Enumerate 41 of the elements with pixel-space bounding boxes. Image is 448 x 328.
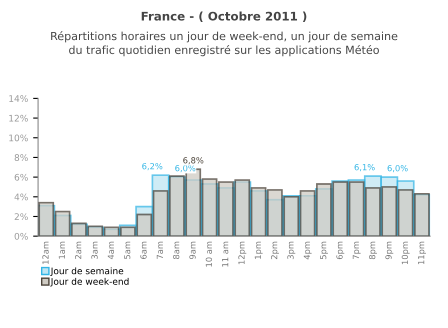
y-tick-label: 2% [14, 213, 28, 220]
legend-label: Jour de week-end [50, 278, 129, 287]
x-tick-label: 4am [108, 242, 114, 260]
data-label: 6,8% [183, 157, 204, 164]
x-tick-label: 10 am [206, 242, 212, 267]
y-tick-label: 14% [9, 95, 28, 102]
x-tick-label: 1am [58, 242, 65, 259]
x-tick-label: 9am [189, 242, 196, 260]
x-tick-label: 1pm [254, 242, 263, 259]
x-tick-label: 8pm [369, 242, 377, 260]
data-label: 6,1% [354, 164, 375, 172]
x-tick-label: 6pm [336, 242, 344, 260]
x-tick-label: 6am [140, 242, 147, 259]
y-tick-label: 10% [9, 134, 28, 142]
x-tick-label: 12am [42, 242, 49, 264]
data-label: 6,0% [388, 165, 408, 172]
data-label: 6,0% [175, 165, 196, 172]
x-tick-label: 11 am [222, 242, 228, 267]
x-tick-label: 7am [156, 242, 163, 259]
legend-label: Jour de semaine [50, 267, 124, 276]
y-tick-label: 6% [14, 174, 28, 181]
y-tick-label: 0% [14, 232, 28, 240]
y-tick-label: 12% [9, 114, 28, 122]
data-label: 6,2% [142, 163, 162, 170]
x-tick-label: 7pm [352, 242, 361, 260]
chart-title: France - ( Octobre 2011 ) [142, 11, 306, 22]
x-tick-label: 5pm [320, 242, 328, 260]
x-tick-label: 4pm [304, 242, 312, 260]
x-tick-label: 5am [124, 242, 130, 259]
y-tick-label: 8% [14, 154, 28, 161]
x-tick-label: 3am [91, 242, 98, 259]
x-tick-label: 8am [173, 242, 180, 259]
y-tick-label: 4% [14, 194, 28, 200]
chart-subtitle: Répartitions horaires un jour de week-end, un jour de semaine du trafic quotidien enregistré sur les applications Météo [51, 31, 398, 56]
x-tick-label: 2pm [271, 242, 279, 260]
x-tick-label: 12pm [238, 242, 246, 264]
x-tick-label: 11pm [418, 242, 426, 264]
x-tick-label: 2am [75, 242, 82, 259]
x-tick-label: 3pm [287, 242, 296, 260]
x-tick-label: 10pm [402, 242, 410, 264]
x-tick-label: 9pm [385, 242, 394, 260]
